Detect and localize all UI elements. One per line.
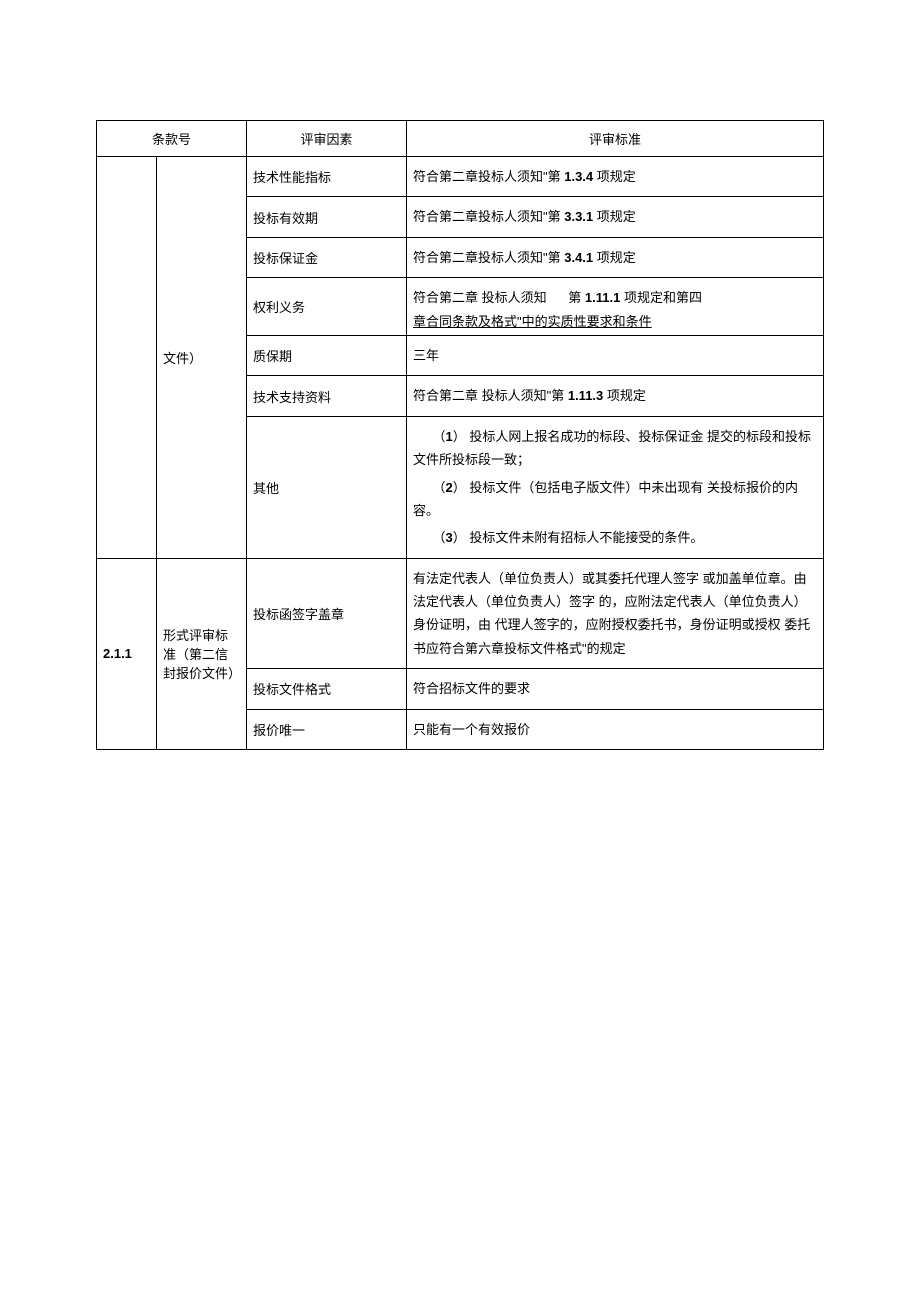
evaluation-criteria-table: 条款号 评审因素 评审标准 文件） 技术性能指标 符合第二章投标人须知"第 1.… [96, 120, 824, 750]
clause-number-211: 2.1.1 [97, 558, 157, 749]
standard-doc-format: 符合招标文件的要求 [407, 669, 824, 709]
standard-rights: 符合第二章 投标人须知 第 1.11.1 项规定和第四 章合同条款及格式"中的实… [407, 278, 824, 336]
standard-tech-support: 符合第二章 投标人须知"第 1.11.3 项规定 [407, 376, 824, 416]
standard-tech-perf: 符合第二章投标人须知"第 1.3.4 项规定 [407, 157, 824, 197]
table-row: 文件） 技术性能指标 符合第二章投标人须知"第 1.3.4 项规定 [97, 157, 824, 197]
clause-number-empty [97, 157, 157, 559]
factor-unique-quote: 报价唯一 [247, 709, 407, 749]
standard-unique-quote: 只能有一个有效报价 [407, 709, 824, 749]
factor-tech-support: 技术支持资料 [247, 376, 407, 416]
table-header-row: 条款号 评审因素 评审标准 [97, 121, 824, 157]
factor-doc-format: 投标文件格式 [247, 669, 407, 709]
standard-deposit: 符合第二章投标人须知"第 3.4.1 项规定 [407, 237, 824, 277]
standard-other: （1） 投标人网上报名成功的标段、投标保证金 提交的标段和投标文件所投标段一致；… [407, 416, 824, 558]
factor-deposit: 投标保证金 [247, 237, 407, 277]
category-form-review: 形式评审标 准（第二信 封报价文件） [157, 558, 247, 749]
category-suffix-file: 文件） [157, 157, 247, 559]
standard-validity: 符合第二章投标人须知"第 3.3.1 项规定 [407, 197, 824, 237]
factor-other: 其他 [247, 416, 407, 558]
factor-warranty: 质保期 [247, 335, 407, 375]
factor-bid-signature: 投标函签字盖章 [247, 558, 407, 669]
header-clause-number: 条款号 [97, 121, 247, 157]
header-standard: 评审标准 [407, 121, 824, 157]
factor-rights: 权利义务 [247, 278, 407, 336]
factor-validity: 投标有效期 [247, 197, 407, 237]
standard-warranty: 三年 [407, 335, 824, 375]
standard-bid-signature: 有法定代表人（单位负责人）或其委托代理人签字 或加盖单位章。由法定代表人（单位负… [407, 558, 824, 669]
table-row: 2.1.1 形式评审标 准（第二信 封报价文件） 投标函签字盖章 有法定代表人（… [97, 558, 824, 669]
header-factor: 评审因素 [247, 121, 407, 157]
factor-tech-perf: 技术性能指标 [247, 157, 407, 197]
